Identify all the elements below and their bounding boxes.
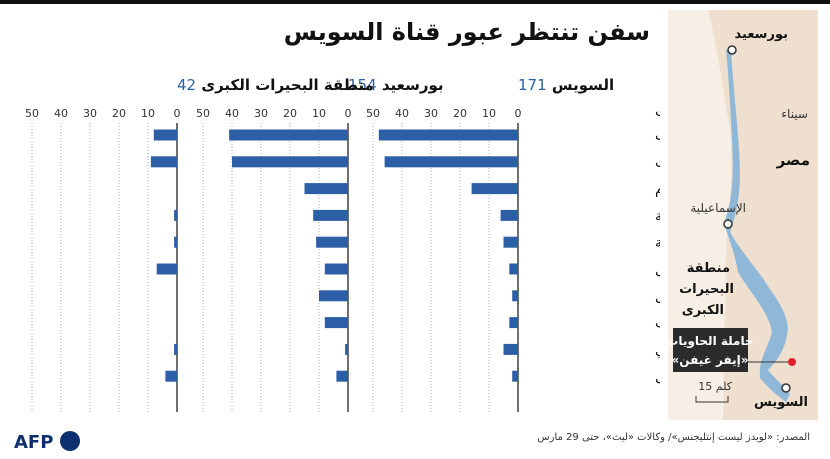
category-label: أخرى (655, 287, 660, 305)
category-label: المواشي (655, 342, 660, 358)
bar (512, 290, 518, 302)
bar (165, 370, 177, 382)
source-note: المصدر: «لويدز ليست إنتليجنس»/ وكالات «ل… (537, 432, 810, 443)
bar (384, 156, 518, 168)
bar (304, 183, 348, 195)
bar (313, 209, 348, 221)
ismailia-marker (723, 219, 733, 229)
bar (500, 209, 518, 221)
suez-label: السويس (754, 395, 808, 410)
afp-logo-graphic: AFP (14, 431, 80, 453)
series-header: السويس 171 (518, 76, 614, 94)
category-header: ناقلات (655, 104, 660, 120)
tick-label: 40 (225, 107, 239, 120)
bar (503, 343, 518, 355)
tick-label: 30 (83, 107, 97, 120)
port-said-marker (727, 45, 737, 55)
western-land (668, 10, 732, 420)
bar (336, 370, 348, 382)
tick-label: 50 (196, 107, 210, 120)
series-total: 171 (518, 76, 547, 94)
tick-label: 20 (283, 107, 297, 120)
sinai-label: سيناء (781, 107, 808, 121)
bar (512, 370, 518, 382)
port-said-label: بورسعيد (735, 27, 788, 42)
tick-label: 0 (515, 107, 522, 120)
tick-label: 50 (25, 107, 39, 120)
ship-marker (788, 358, 796, 366)
bitter-lakes-label-2: البحيرات (679, 282, 734, 297)
globe-icon (60, 431, 80, 451)
category-label: النفط الخام (655, 182, 660, 198)
bitter-lakes-label-1: منطقة (687, 261, 730, 276)
series-total: 42 (177, 76, 196, 94)
tick-label: 30 (424, 107, 438, 120)
top-rule (0, 0, 830, 4)
page-title: سفن تنتظر عبور قناة السويس (283, 18, 650, 46)
tick-label: 40 (395, 107, 409, 120)
series-name: بورسعيد (377, 76, 444, 94)
tick-label: 50 (366, 107, 380, 120)
category-label: الغاز النفطي المسيّل (655, 369, 660, 385)
afp-logo-text: AFP (14, 432, 53, 453)
bar (503, 236, 518, 248)
bar (156, 263, 177, 275)
tick-label: 30 (254, 107, 268, 120)
bar (316, 236, 348, 248)
bar (324, 317, 348, 329)
bar (509, 317, 518, 329)
ship-callout-line2: «إيفر غيفن» (672, 353, 749, 367)
tick-label: 10 (312, 107, 326, 120)
bar (174, 209, 177, 221)
canal-shape (724, 50, 790, 402)
category-label: الغاز الطبيعي السائل (655, 262, 660, 278)
ismailia-label: الإسماعيلية (690, 201, 746, 215)
series-total: 154 (348, 76, 377, 94)
series-header: منطقة البحيرات الكبرى 42 (177, 76, 374, 94)
scale-bar (695, 396, 729, 403)
series-name: السويس (547, 76, 615, 94)
suez-canal-map: حاملة الحاويات «إيفر غيفن» بورسعيد سيناء… (668, 10, 818, 420)
bar (509, 263, 518, 275)
bar-chart: 50 40 30 20 10 0 السويس 171 50 40 30 20 10 0 بورسعيد … (25, 76, 660, 412)
bar (229, 129, 348, 141)
bitter-lakes-label-3: الكبرى (682, 303, 724, 318)
bar (345, 343, 348, 355)
tick-label: 10 (482, 107, 496, 120)
tick-label: 10 (141, 107, 155, 120)
bar (232, 156, 348, 168)
bar (324, 263, 348, 275)
series-header: بورسعيد 154 (348, 76, 444, 94)
bar (174, 343, 177, 355)
category-label: بضائع عامة (655, 235, 660, 251)
category-label: المنتجات (655, 316, 660, 332)
map-graphic: حاملة الحاويات «إيفر غيفن» بورسعيد سيناء… (668, 10, 810, 420)
egypt-label: مصر (776, 151, 810, 169)
category-label: السوائب (655, 128, 660, 144)
bar (319, 290, 348, 302)
suez-marker (781, 383, 791, 393)
tick-label: 0 (174, 107, 181, 120)
tick-label: 0 (345, 107, 352, 120)
category-label: المواد الكيميائية (655, 208, 660, 224)
ship-callout-box (673, 328, 748, 372)
scale-label: 15 كلم (698, 380, 732, 393)
tick-label: 20 (453, 107, 467, 120)
bar (378, 129, 518, 141)
bar (174, 236, 177, 248)
afp-logo: AFP (14, 428, 84, 454)
bar (150, 156, 177, 168)
bar (153, 129, 177, 141)
series-name: منطقة البحيرات الكبرى (196, 76, 374, 94)
bar (471, 183, 518, 195)
category-label: الحاويات (655, 155, 660, 171)
ship-callout-line1: حاملة الحاويات (668, 334, 754, 349)
tick-label: 40 (54, 107, 68, 120)
tick-label: 20 (112, 107, 126, 120)
